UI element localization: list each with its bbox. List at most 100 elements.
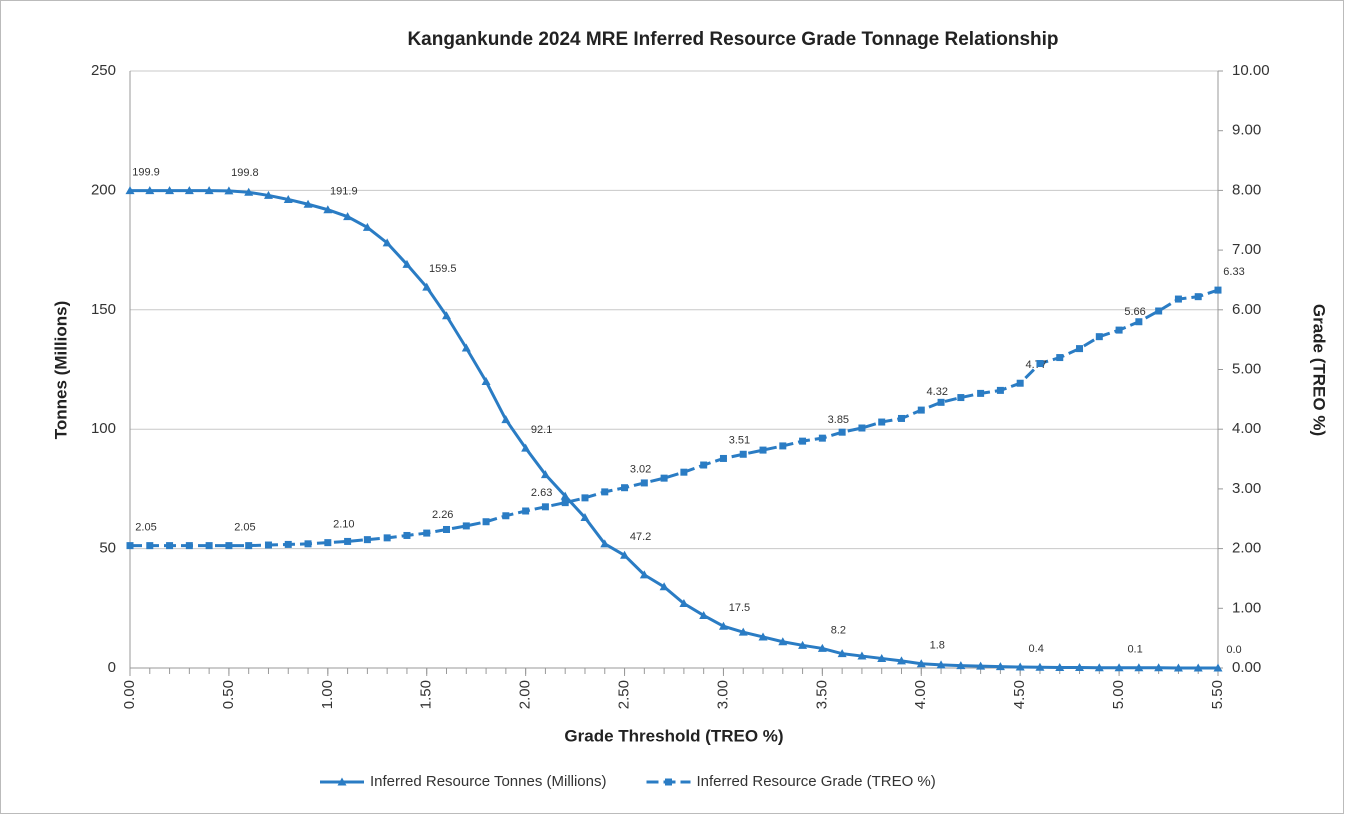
x-axis-title: Grade Threshold (TREO %) [564, 726, 783, 745]
point-marker [600, 539, 610, 548]
point-marker [244, 187, 254, 196]
data-label: 2.10 [333, 519, 354, 531]
legend-marker [337, 777, 347, 786]
x-tick-label: 1.50 [418, 680, 435, 709]
point-marker [344, 537, 352, 545]
point-marker [323, 205, 333, 214]
point-marker [185, 542, 193, 550]
point-marker [1214, 286, 1222, 294]
point-marker [382, 238, 392, 247]
point-marker [1115, 326, 1123, 334]
point-marker [561, 499, 569, 507]
point-marker [166, 542, 174, 550]
point-marker [461, 343, 471, 352]
y2-tick-label: 3.00 [1232, 480, 1261, 497]
point-marker [739, 450, 747, 458]
point-marker [956, 661, 966, 670]
data-label: 5.66 [1124, 306, 1145, 318]
x-tick-label: 0.50 [220, 680, 237, 709]
point-marker [936, 660, 946, 669]
legend-marker [665, 778, 672, 786]
data-label: 2.05 [234, 522, 255, 534]
point-marker [522, 507, 530, 515]
point-marker [679, 599, 689, 608]
point-marker [837, 649, 847, 658]
data-label: 92.1 [531, 424, 552, 436]
point-marker [639, 570, 649, 579]
point-marker [1015, 662, 1025, 671]
point-marker [916, 659, 926, 668]
point-marker [718, 621, 728, 630]
point-marker [204, 186, 214, 195]
point-marker [699, 610, 709, 619]
point-marker [126, 542, 134, 550]
y-tick-label: 200 [91, 181, 116, 198]
point-marker [877, 653, 887, 662]
point-marker [402, 259, 412, 268]
point-marker [303, 199, 313, 208]
point-marker [977, 389, 985, 397]
point-marker [1016, 379, 1024, 387]
point-marker [957, 394, 965, 402]
data-label: 3.02 [630, 464, 651, 476]
legend-label: Inferred Resource Grade (TREO %) [697, 773, 936, 790]
y2-tick-label: 6.00 [1232, 301, 1261, 318]
point-marker [758, 632, 768, 641]
data-label: 0.4 [1029, 643, 1044, 655]
point-marker [165, 186, 175, 195]
chart-title: Kangankunde 2024 MRE Inferred Resource G… [407, 29, 1058, 50]
y-tick-label: 100 [91, 420, 116, 437]
y2-axis-title: Grade (TREO %) [1310, 304, 1329, 436]
data-label: 199.8 [231, 167, 259, 179]
point-marker [502, 512, 510, 520]
x-tick-label: 3.50 [813, 680, 830, 709]
data-label: 3.85 [828, 414, 849, 426]
point-marker [976, 661, 986, 670]
x-tick-label: 4.00 [912, 680, 929, 709]
point-marker [125, 186, 135, 195]
data-label: 159.5 [429, 263, 457, 275]
point-marker [1076, 345, 1084, 353]
data-label: 3.51 [729, 434, 750, 446]
point-marker [798, 640, 808, 649]
point-marker [1135, 318, 1143, 326]
point-marker [601, 488, 609, 496]
point-marker [403, 531, 411, 539]
data-label: 4.32 [927, 386, 948, 398]
point-marker [145, 186, 155, 195]
point-marker [343, 212, 353, 221]
data-label: 6.33 [1223, 266, 1244, 278]
point-marker [560, 491, 570, 500]
point-marker [1193, 663, 1203, 672]
point-marker [1194, 293, 1202, 301]
point-marker [1174, 295, 1182, 303]
point-marker [1075, 663, 1085, 672]
point-marker [995, 662, 1005, 671]
x-tick-label: 2.50 [616, 680, 633, 709]
point-marker [660, 474, 668, 482]
data-label: 17.5 [729, 602, 750, 614]
point-marker [264, 541, 272, 549]
point-marker [896, 656, 906, 665]
y2-tick-label: 7.00 [1232, 241, 1261, 258]
data-label: 2.26 [432, 509, 453, 521]
point-marker [1173, 663, 1183, 672]
y2-tick-label: 1.00 [1232, 599, 1261, 616]
point-marker [580, 513, 590, 522]
point-marker [224, 186, 234, 195]
point-marker [1035, 662, 1045, 671]
point-marker [482, 518, 490, 526]
point-marker [442, 311, 452, 320]
x-tick-label: 5.00 [1110, 680, 1127, 709]
y2-tick-label: 2.00 [1232, 540, 1261, 557]
point-marker [422, 282, 432, 291]
point-marker [1056, 354, 1064, 362]
x-tick-label: 3.00 [714, 680, 731, 709]
y-tick-label: 150 [91, 301, 116, 318]
data-label: 8.2 [831, 624, 846, 636]
point-marker [700, 461, 708, 469]
x-tick-label: 2.00 [517, 680, 534, 709]
point-marker [1094, 663, 1104, 672]
point-marker [284, 540, 292, 548]
